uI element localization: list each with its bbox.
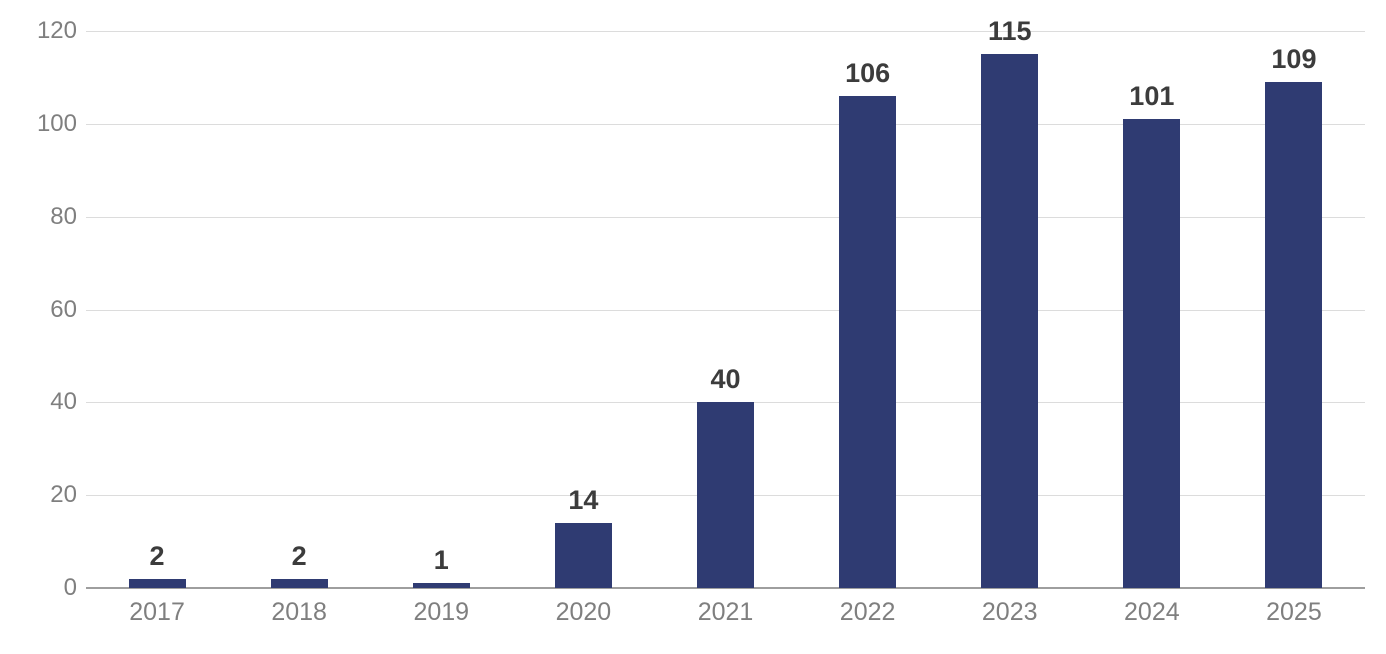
y-axis-tick-label: 0 [63,574,77,601]
y-axis-tick-label: 60 [50,295,77,323]
bar-2022 [839,95,897,588]
y-axis-tick-label: 80 [50,202,77,230]
data-label-2020: 14 [568,485,599,516]
y-axis-tick-label: 100 [36,109,77,137]
bar-2017 [128,578,186,588]
bar-2018 [270,578,328,588]
y-axis-tick-label: 120 [36,17,77,44]
gridline [86,31,1365,32]
bar-2025 [1265,82,1323,588]
x-axis-tick-label-2021: 2021 [697,598,754,626]
data-label-2019: 1 [433,545,449,576]
bar-2023 [981,54,1039,588]
bar-2020 [554,523,612,588]
data-label-2021: 40 [710,364,741,395]
x-axis-tick-label-2020: 2020 [555,598,612,626]
y-axis-tick-label: 40 [50,388,77,416]
x-axis-tick-label-2024: 2024 [1124,598,1180,626]
x-axis-tick-label-2023: 2023 [981,598,1038,626]
bar-2019 [412,583,470,588]
data-label-2025: 109 [1271,44,1317,75]
data-label-2022: 106 [845,57,891,88]
data-label-2018: 2 [291,540,307,571]
x-axis-tick-label-2025: 2025 [1266,598,1322,626]
bar-2024 [1123,119,1181,588]
x-axis-tick-label-2019: 2019 [413,598,470,626]
x-axis-tick-label-2022: 2022 [839,598,896,626]
x-axis-tick-label-2017: 2017 [129,598,185,626]
data-label-2017: 2 [149,540,165,571]
data-label-2024: 101 [1129,81,1175,112]
data-label-2023: 115 [987,16,1032,47]
y-axis-tick-label: 20 [50,481,77,509]
bar-2021 [697,402,754,588]
x-axis-tick-label-2018: 2018 [271,598,327,626]
